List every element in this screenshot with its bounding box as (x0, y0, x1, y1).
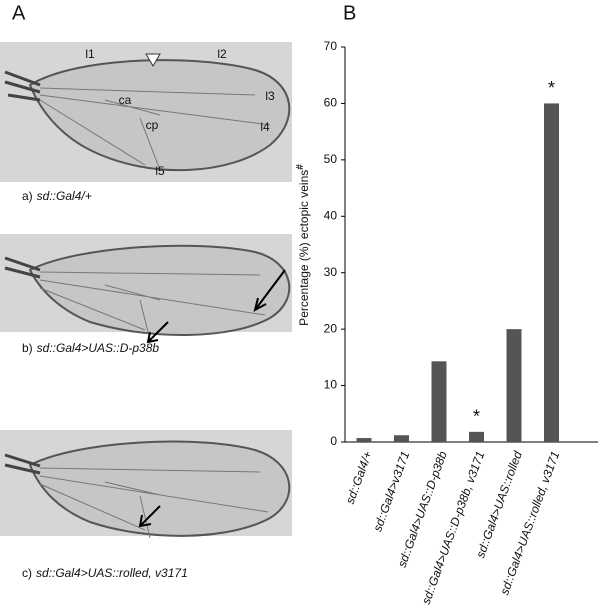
wing-label: l3 (265, 89, 275, 103)
y-axis-title: Percentage (%) ectopic veins# (295, 164, 312, 326)
panel-label: B (343, 2, 356, 24)
y-tick-label: 40 (324, 208, 338, 222)
y-tick-label: 50 (324, 152, 338, 166)
bar (469, 431, 484, 442)
y-tick-label: 20 (324, 321, 338, 335)
x-tick-label: sd::Gal4>v3171 (370, 449, 412, 533)
caption: a) sd::Gal4/+ (22, 189, 92, 203)
wing-image (0, 42, 292, 182)
wing-label: l5 (155, 164, 165, 178)
caption: c) sd::Gal4>UAS::rolled, v3171 (22, 566, 188, 580)
bar (506, 329, 522, 442)
wing-label: cp (146, 118, 159, 132)
y-tick-label: 10 (324, 378, 338, 392)
wing-label: l1 (85, 47, 95, 61)
caption-prefix: c) (22, 566, 32, 580)
bar (394, 435, 409, 442)
bar (544, 103, 559, 442)
caption-genotype: sd::Gal4>UAS::rolled, v3171 (36, 566, 188, 580)
wing-image (0, 234, 292, 344)
x-tick-label: sd::Gal4/+ (343, 449, 375, 506)
wing-image (0, 430, 292, 539)
bar (356, 438, 372, 442)
wing-label: l2 (217, 47, 227, 61)
caption: b) sd::Gal4>UAS::D-p38b (22, 341, 159, 355)
bar (431, 361, 447, 442)
wing-label: ca (119, 93, 132, 107)
caption-genotype: sd::Gal4>UAS::D-p38b (37, 341, 160, 355)
caption-prefix: b) (22, 341, 33, 355)
wing-images (0, 42, 292, 539)
y-axis-title-text: Percentage (%) ectopic veins (297, 170, 311, 326)
caption-genotype: sd::Gal4/+ (37, 189, 92, 203)
y-tick-label: 0 (330, 434, 337, 448)
annotation: * (548, 78, 555, 98)
y-tick-label: 70 (324, 39, 338, 53)
annotation: * (473, 407, 480, 427)
y-tick-label: 30 (324, 265, 338, 279)
y-tick-label: 60 (324, 96, 338, 110)
y-axis-title-mark: # (295, 164, 306, 170)
panel-label: A (12, 2, 26, 24)
wing-label: l4 (260, 120, 270, 134)
caption-prefix: a) (22, 189, 33, 203)
